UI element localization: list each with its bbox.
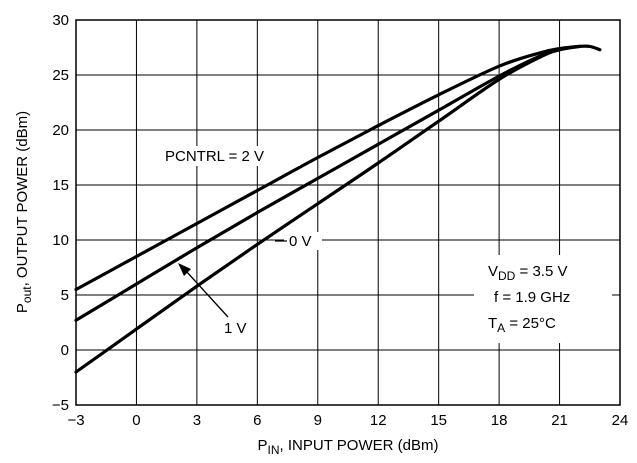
condition-vdd: VDD = 3.5 V — [488, 263, 567, 283]
grid — [75, 19, 621, 406]
y-tick-label-6: 25 — [52, 67, 69, 84]
one-v-label: 1 V — [224, 320, 247, 337]
y-tick-label-1: 0 — [61, 342, 69, 359]
condition-frequency: f = 1.9 GHz — [494, 289, 570, 306]
x-tick-label-0: −3 — [67, 412, 84, 429]
pcntrl-label-bg — [160, 146, 300, 166]
x-tick-label-6: 15 — [430, 412, 447, 429]
one-v-label-bg — [218, 318, 252, 336]
y-tick-label-3: 10 — [52, 232, 69, 249]
one-v-arrow-line — [185, 270, 229, 318]
zero-v-label: 0 V — [289, 233, 312, 250]
y-tick-label-0: −5 — [52, 397, 69, 414]
x-tick-label-8: 21 — [551, 412, 568, 429]
y-tick-label-5: 20 — [52, 122, 69, 139]
condition-ta: TA = 25°C — [488, 315, 556, 335]
x-axis-label: PIN, INPUT POWER (dBm) — [258, 437, 439, 457]
x-tick-label-7: 18 — [491, 412, 508, 429]
x-tick-label-1: 0 — [132, 412, 140, 429]
y-tick-label-2: 5 — [61, 287, 69, 304]
x-tick-label-5: 12 — [370, 412, 387, 429]
plot-frame — [75, 19, 621, 406]
series-line-2 — [74, 44, 582, 374]
x-tick-label-2: 3 — [193, 412, 201, 429]
curves — [74, 44, 602, 374]
tick-labels: −3 0 3 6 9 12 15 18 21 24 −5 0 5 10 15 20 25 30 — [52, 12, 628, 429]
zero-v-label-bg — [284, 232, 322, 250]
y-axis-label: Pout, OUTPUT POWER (dBm) — [14, 111, 34, 313]
x-tick-label-4: 9 — [314, 412, 322, 429]
conditions-box-bg — [474, 255, 612, 343]
annotations: PCNTRL = 2 V 0 V 1 V VDD = 3.5 V f = 1.9… — [160, 146, 612, 343]
x-tick-label-3: 6 — [253, 412, 261, 429]
x-tick-label-9: 24 — [612, 412, 629, 429]
pcntrl-2v-label: PCNTRL = 2 V — [165, 148, 264, 165]
one-v-arrow-head — [178, 263, 191, 276]
y-tick-label-7: 30 — [52, 12, 69, 29]
y-tick-label-4: 15 — [52, 177, 69, 194]
